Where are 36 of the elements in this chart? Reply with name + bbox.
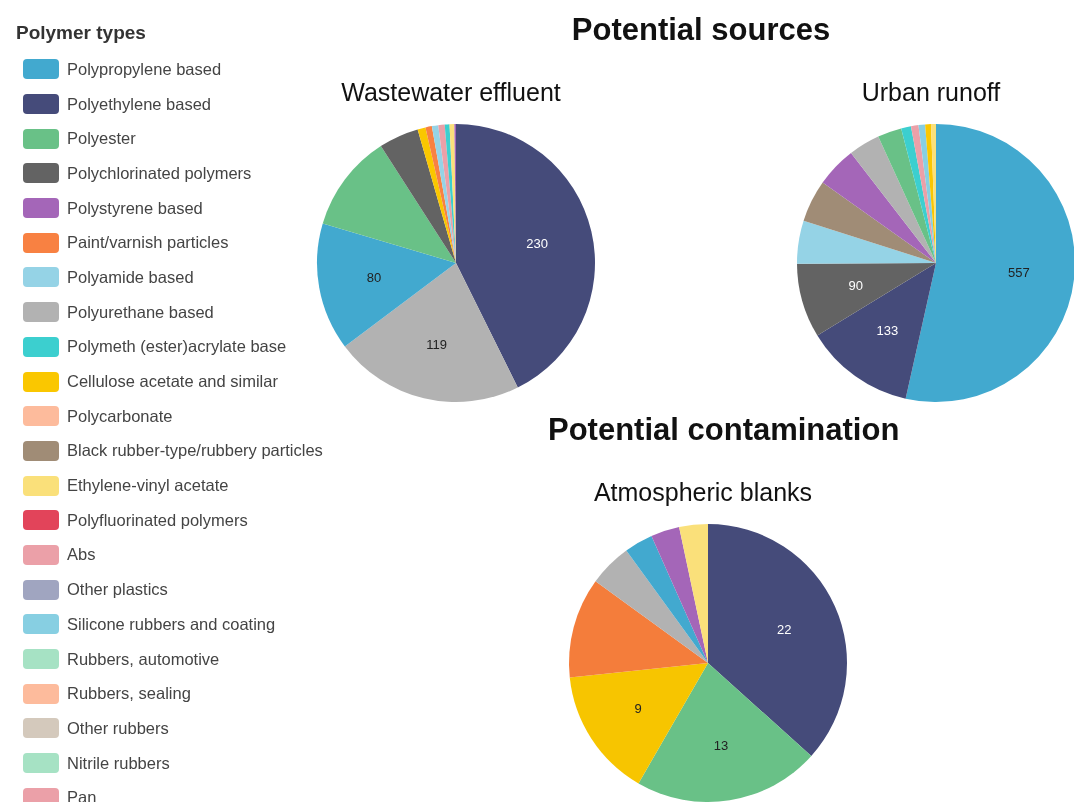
legend-label: Polyurethane based <box>67 302 214 322</box>
legend-label: Abs <box>67 545 96 565</box>
legend-label: Polychlorinated polymers <box>67 163 252 183</box>
data-label: 557 <box>1008 264 1030 280</box>
data-label: 119 <box>426 336 448 352</box>
legend-label: Polystyrene based <box>67 198 203 218</box>
legend-label: Black rubber-type/rubbery particles <box>67 441 323 461</box>
legend-label: Ethylene-vinyl acetate <box>67 476 229 496</box>
legend-label: Polyfluorinated polymers <box>67 510 248 530</box>
legend-label: Polyethylene based <box>67 94 212 114</box>
legend-label: Polycarbonate <box>67 406 173 426</box>
legend-label: Polyester <box>67 129 136 149</box>
legend-label: Nitrile rubbers <box>67 753 170 773</box>
data-label: 9 <box>634 700 642 716</box>
legend-label: Paint/varnish particles <box>67 233 229 253</box>
legend-title: Polymer types <box>16 22 147 44</box>
legend-label: Polypropylene based <box>67 59 222 79</box>
legend-label: Other plastics <box>67 580 168 600</box>
data-label: 13 <box>713 737 729 753</box>
chart-title: Atmospheric blanks <box>592 478 814 507</box>
legend-label: Polyamide based <box>67 267 194 287</box>
data-label: 22 <box>776 621 792 637</box>
data-label: 90 <box>848 278 863 294</box>
data-label: 230 <box>526 236 549 252</box>
data-label: 133 <box>876 323 899 339</box>
text: Potential sources <box>570 12 832 48</box>
chart-title: Urban runoff <box>860 78 1002 107</box>
legend-label: Other rubbers <box>67 718 169 738</box>
legend-label: Rubbers, automotive <box>67 649 220 669</box>
text: Potential contamination <box>548 412 900 448</box>
legend-label: Cellulose acetate and similar <box>67 372 278 392</box>
data-label: 80 <box>366 270 382 286</box>
legend-label: Silicone rubbers and coating <box>67 614 276 634</box>
legend-label: Polymeth (ester)acrylate base <box>67 337 287 357</box>
legend-label: Rubbers, sealing <box>67 684 191 704</box>
text: Wastewater effluent <box>340 78 562 107</box>
